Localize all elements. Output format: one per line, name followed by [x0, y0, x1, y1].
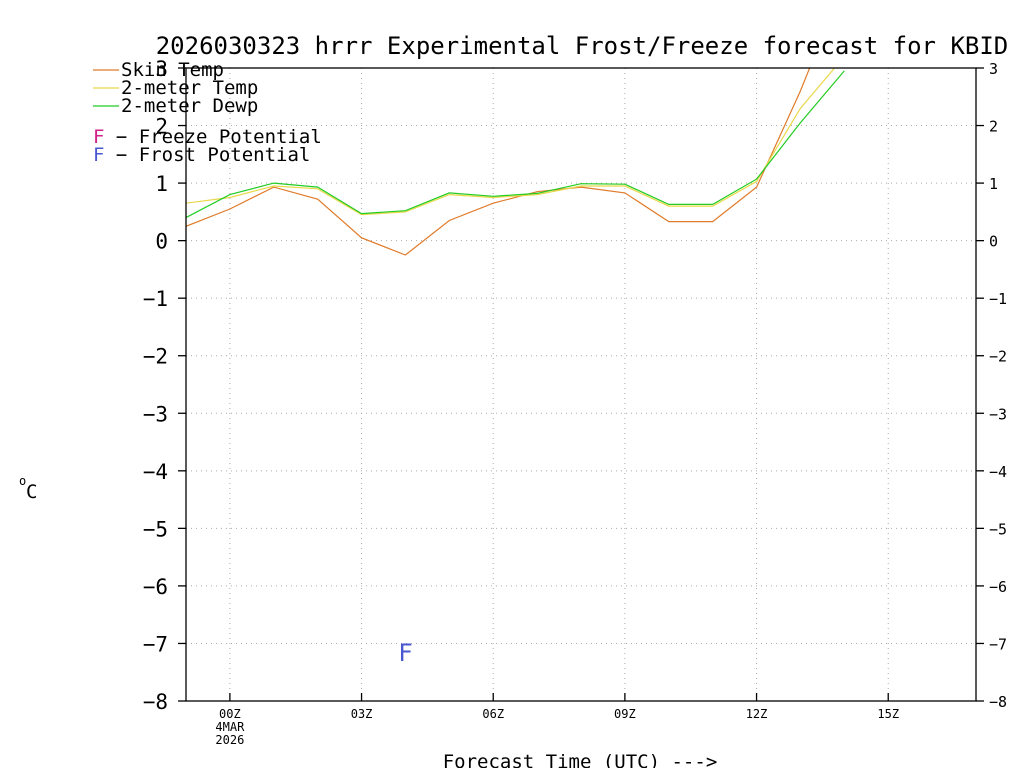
- x-date-label: 2026: [215, 733, 244, 747]
- legend-note: F − Freeze Potential: [93, 126, 322, 148]
- series-line-2-meter-dewp: [186, 70, 845, 219]
- legend-label: 2-meter Temp: [121, 77, 258, 99]
- y-tick-label-right: −3: [989, 405, 1007, 423]
- x-tick-label: 09Z: [614, 707, 636, 721]
- y-tick-label-left: 0: [155, 230, 168, 254]
- legend-label: Skin Temp: [121, 59, 224, 81]
- y-tick-label-left: −5: [143, 517, 168, 541]
- y-tick-label-left: −3: [143, 402, 168, 426]
- y-tick-label-left: 3: [155, 57, 168, 81]
- y-tick-label-left: −2: [143, 345, 168, 369]
- chart-title: 2026030323 hrrr Experimental Frost/Freez…: [156, 32, 1009, 60]
- series-line-skin-temp: [186, 68, 811, 256]
- y-axis-label-degree: o: [19, 474, 26, 488]
- y-tick-label-left: 1: [155, 172, 168, 196]
- x-date-label: 4MAR: [215, 720, 245, 734]
- y-axis-label: o C: [19, 474, 37, 503]
- y-tick-label-right: 0: [989, 233, 998, 251]
- series-line-2-meter-temp: [186, 68, 836, 216]
- y-tick-label-left: −8: [143, 690, 168, 714]
- x-tick-label: 06Z: [482, 707, 504, 721]
- legend-note-text: − Frost Potential: [104, 144, 310, 166]
- x-tick-label: 03Z: [351, 707, 373, 721]
- y-tick-label-right: 3: [989, 60, 998, 78]
- legend-note-letter: F: [93, 126, 104, 148]
- y-tick-label-right: 2: [989, 118, 998, 136]
- x-axis-label: Forecast Time (UTC) --->: [443, 751, 718, 768]
- y-tick-label-right: −6: [989, 578, 1007, 596]
- x-tick-label: 12Z: [746, 707, 768, 721]
- series-lines: [186, 68, 845, 256]
- y-tick-label-left: −7: [143, 632, 168, 656]
- y-tick-label-right: −4: [989, 463, 1007, 481]
- legend-label: 2-meter Dewp: [121, 95, 258, 117]
- y-tick-label-right: 1: [989, 175, 998, 193]
- plot-frame: [185, 67, 977, 702]
- x-tick-label: 15Z: [877, 707, 899, 721]
- grid-lines: [186, 68, 976, 701]
- y-tick-label-left: 2: [155, 115, 168, 139]
- legend-note: F − Frost Potential: [93, 144, 310, 166]
- y-tick-label-right: −1: [989, 290, 1007, 308]
- potential-markers: F: [398, 639, 412, 667]
- y-tick-label-right: −5: [989, 520, 1007, 538]
- y-axis-label-unit: C: [26, 481, 37, 503]
- frost-potential-marker: F: [398, 639, 412, 667]
- y-tick-label-left: −6: [143, 575, 168, 599]
- legend-note-letter: F: [93, 144, 104, 166]
- y-axis: 3 3 2 2 1 1 0 0 −1 −1 −2 −2 −3 −3 −4 −4 −5 −5 −6 −6 −7 −7 −8 −8: [143, 57, 1007, 714]
- x-tick-label: 00Z: [219, 707, 241, 721]
- y-tick-label-right: −2: [989, 348, 1007, 366]
- y-tick-label-left: −4: [143, 460, 168, 484]
- legend-note-text: − Freeze Potential: [104, 126, 321, 148]
- y-tick-label-right: −7: [989, 635, 1007, 653]
- y-tick-label-right: −8: [989, 693, 1007, 711]
- y-tick-label-left: −1: [143, 287, 168, 311]
